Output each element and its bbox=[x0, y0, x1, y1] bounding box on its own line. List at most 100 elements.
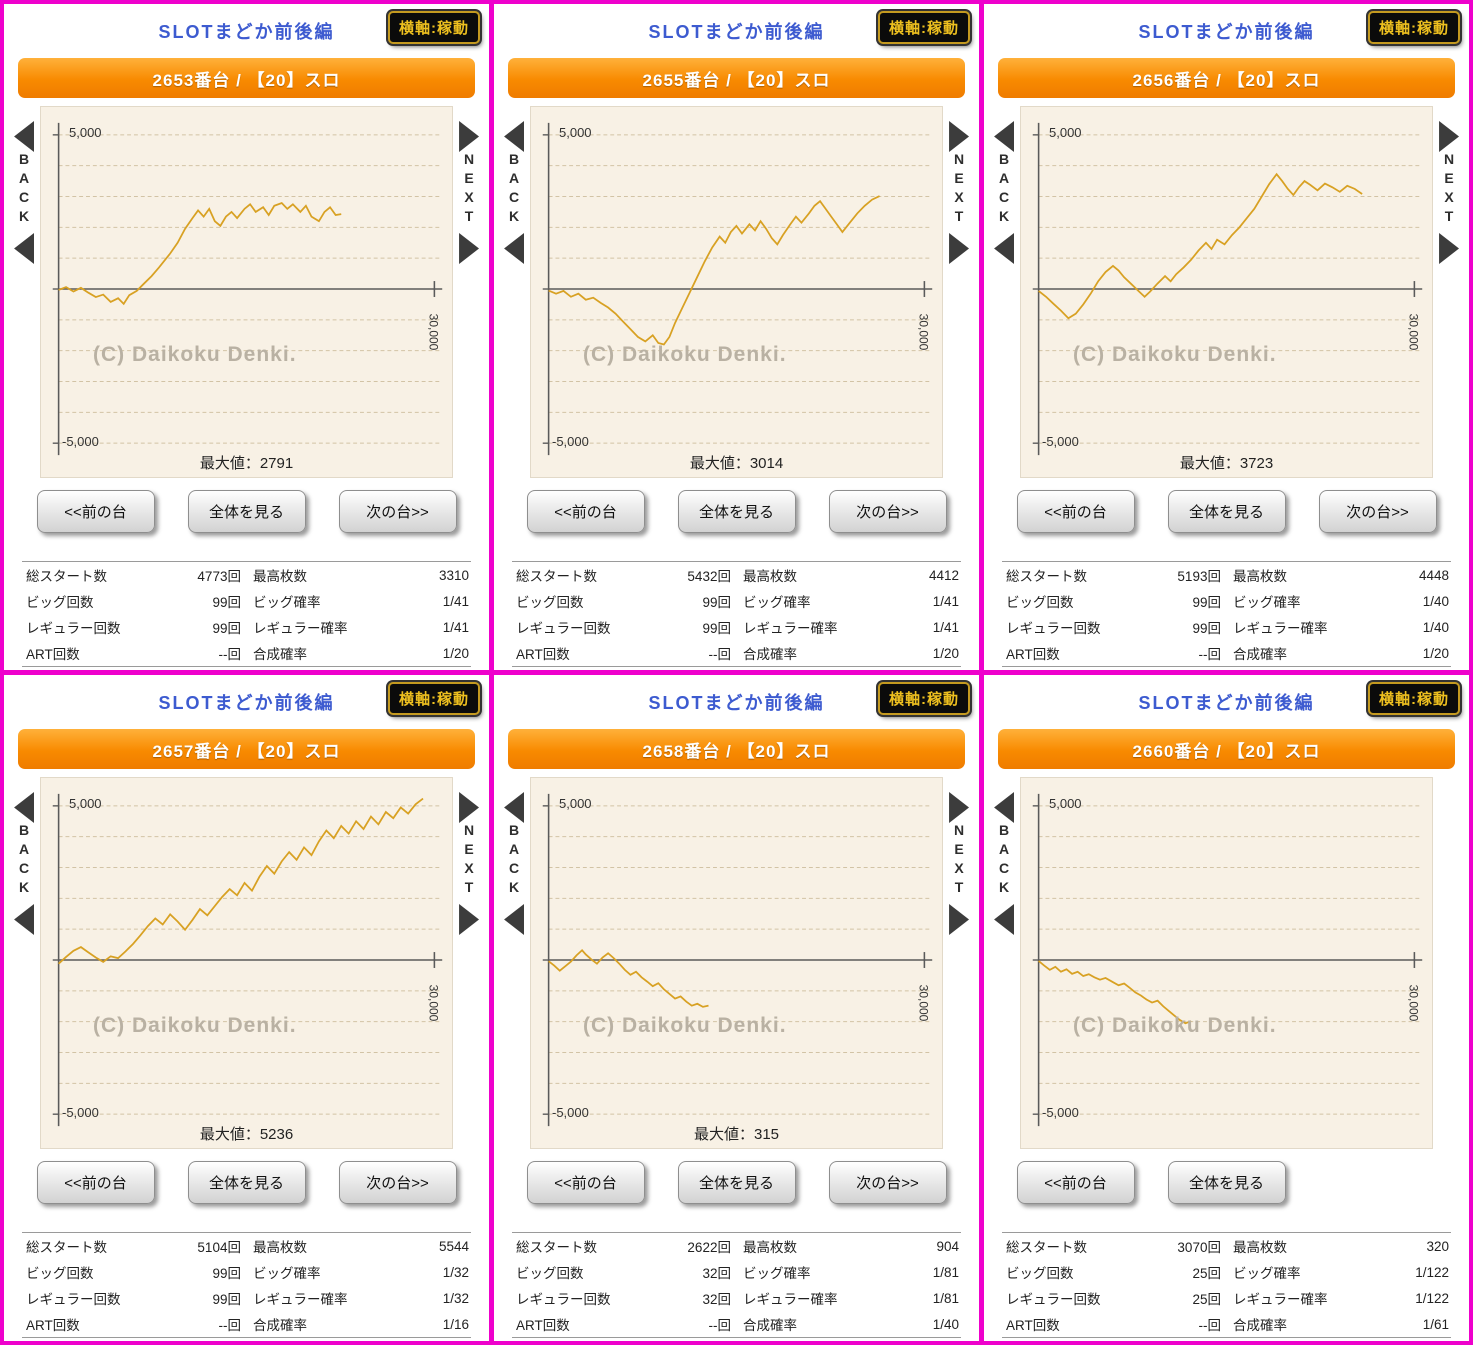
view-all-button[interactable]: 全体を見る bbox=[677, 1161, 796, 1204]
back-nav[interactable]: ◀ BACK ◀ bbox=[990, 777, 1018, 1149]
page-title: SLOTまどか前後編 bbox=[648, 22, 825, 42]
stat-label: 総スタート数 bbox=[26, 569, 107, 584]
stats-row: レギュラー回数 25回 レギュラー確率 1/122 bbox=[1002, 1285, 1451, 1311]
back-label: BACK bbox=[506, 822, 522, 898]
back-arrow-top-icon: ◀ bbox=[504, 109, 524, 157]
next-arrow-top-icon: ▶ bbox=[459, 109, 479, 157]
prev-machine-button[interactable]: <<前の台 bbox=[36, 490, 155, 533]
next-nav[interactable]: ▶ NEXT ▶ bbox=[1435, 106, 1463, 478]
slump-graph-svg bbox=[1032, 122, 1423, 456]
stats-row: 総スタート数 2622回 最高枚数 904 bbox=[512, 1233, 961, 1260]
view-all-button[interactable]: 全体を見る bbox=[187, 1161, 306, 1204]
view-all-button[interactable]: 全体を見る bbox=[1167, 490, 1286, 533]
prev-machine-button[interactable]: <<前の台 bbox=[36, 1161, 155, 1204]
prev-machine-button[interactable]: <<前の台 bbox=[1016, 1161, 1135, 1204]
machine-panel: SLOTまどか前後編 横軸:稼動 2660番台 / 【20】スロ ◀ BACK … bbox=[984, 675, 1469, 1341]
page-title: SLOTまどか前後編 bbox=[158, 22, 335, 42]
stats-row: ビッグ回数 99回 ビッグ確率 1/40 bbox=[1002, 588, 1451, 614]
chart-region: ◀ BACK ◀ 5,000 -5,000 30,000 (C) Daikoku… bbox=[10, 106, 483, 478]
back-arrow-top-icon: ◀ bbox=[994, 780, 1014, 828]
stat-value: --回 bbox=[708, 647, 731, 662]
axis-mode-badge[interactable]: 横軸:稼動 bbox=[1368, 11, 1460, 44]
back-arrow-top-icon: ◀ bbox=[14, 109, 34, 157]
y-max-label: 5,000 bbox=[69, 796, 102, 811]
machine-panel: SLOTまどか前後編 横軸:稼動 2657番台 / 【20】スロ ◀ BACK … bbox=[4, 675, 489, 1341]
next-machine-button[interactable]: 次の台>> bbox=[338, 1161, 457, 1204]
back-label: BACK bbox=[996, 822, 1012, 898]
stat-value: 4412 bbox=[928, 567, 959, 583]
back-arrow-top-icon: ◀ bbox=[14, 780, 34, 828]
stat-label: 最高枚数 bbox=[1232, 1240, 1287, 1255]
back-nav[interactable]: ◀ BACK ◀ bbox=[10, 777, 38, 1149]
back-nav[interactable]: ◀ BACK ◀ bbox=[10, 106, 38, 478]
watermark: (C) Daikoku Denki. bbox=[1073, 1014, 1277, 1037]
stats-row: ART回数 --回 合成確率 1/16 bbox=[22, 1311, 471, 1338]
stat-value: 25回 bbox=[1192, 1292, 1221, 1307]
view-all-button[interactable]: 全体を見る bbox=[187, 490, 306, 533]
stat-value: 1/32 bbox=[442, 1264, 469, 1280]
y-max-label: 5,000 bbox=[69, 125, 102, 140]
stat-value: --回 bbox=[1198, 647, 1221, 662]
stats-row: 総スタート数 5104回 最高枚数 5544 bbox=[22, 1233, 471, 1260]
stat-label: レギュラー回数 bbox=[516, 1292, 611, 1307]
stat-value: 5544 bbox=[438, 1238, 469, 1254]
machine-panel: SLOTまどか前後編 横軸:稼動 2658番台 / 【20】スロ ◀ BACK … bbox=[494, 675, 979, 1341]
stats-row: ビッグ回数 99回 ビッグ確率 1/32 bbox=[22, 1259, 471, 1285]
prev-machine-button[interactable]: <<前の台 bbox=[526, 490, 645, 533]
machine-banner: 2658番台 / 【20】スロ bbox=[508, 729, 965, 769]
next-nav[interactable]: ▶ NEXT ▶ bbox=[945, 106, 973, 478]
next-nav[interactable]: ▶ NEXT ▶ bbox=[455, 777, 483, 1149]
view-all-button[interactable]: 全体を見る bbox=[677, 490, 796, 533]
back-arrow-bottom-icon: ◀ bbox=[14, 892, 34, 940]
stats-row: ART回数 --回 合成確率 1/40 bbox=[512, 1311, 961, 1338]
y-min-label: -5,000 bbox=[62, 1105, 99, 1120]
max-value-label: 最大値：3723 bbox=[1179, 455, 1274, 472]
stat-label: ビッグ回数 bbox=[516, 1266, 584, 1281]
prev-machine-button[interactable]: <<前の台 bbox=[526, 1161, 645, 1204]
y-min-label: -5,000 bbox=[1042, 434, 1079, 449]
stat-label: ビッグ確率 bbox=[1232, 595, 1301, 610]
back-nav[interactable]: ◀ BACK ◀ bbox=[990, 106, 1018, 478]
x-axis-label: 30,000 bbox=[916, 313, 931, 351]
slump-graph-svg bbox=[52, 793, 443, 1127]
axis-mode-badge[interactable]: 横軸:稼動 bbox=[878, 682, 970, 715]
slump-line bbox=[58, 201, 342, 306]
next-nav[interactable]: ▶ NEXT ▶ bbox=[945, 777, 973, 1149]
stat-label: ビッグ回数 bbox=[1006, 1266, 1074, 1281]
back-nav[interactable]: ◀ BACK ◀ bbox=[500, 106, 528, 478]
x-axis-label: 30,000 bbox=[916, 984, 931, 1022]
axis-mode-badge[interactable]: 横軸:稼動 bbox=[388, 11, 480, 44]
next-nav[interactable]: ▶ NEXT ▶ bbox=[455, 106, 483, 478]
stat-label: ビッグ確率 bbox=[252, 1266, 321, 1281]
slump-line bbox=[548, 949, 709, 1008]
next-machine-button[interactable]: 次の台>> bbox=[828, 1161, 947, 1204]
view-all-button[interactable]: 全体を見る bbox=[1167, 1161, 1286, 1204]
stat-label: 合成確率 bbox=[1232, 647, 1287, 662]
x-axis-label: 30,000 bbox=[426, 313, 441, 351]
button-row: <<前の台 全体を見る 次の台>> bbox=[1000, 490, 1453, 533]
axis-mode-badge[interactable]: 横軸:稼動 bbox=[878, 11, 970, 44]
back-nav[interactable]: ◀ BACK ◀ bbox=[500, 777, 528, 1149]
stat-value: 3310 bbox=[438, 567, 469, 583]
y-max-label: 5,000 bbox=[1049, 125, 1082, 140]
stat-value: 904 bbox=[936, 1238, 959, 1254]
next-machine-button[interactable]: 次の台>> bbox=[338, 490, 457, 533]
stat-label: ART回数 bbox=[516, 647, 570, 662]
watermark: (C) Daikoku Denki. bbox=[93, 343, 297, 366]
axis-mode-badge[interactable]: 横軸:稼動 bbox=[1368, 682, 1460, 715]
slump-line bbox=[58, 797, 424, 965]
next-machine-button[interactable]: 次の台>> bbox=[828, 490, 947, 533]
stat-value: 5193回 bbox=[1177, 569, 1221, 584]
stats-row: レギュラー回数 99回 レギュラー確率 1/41 bbox=[22, 614, 471, 640]
axis-mode-badge[interactable]: 横軸:稼動 bbox=[388, 682, 480, 715]
prev-machine-button[interactable]: <<前の台 bbox=[1016, 490, 1135, 533]
stat-value: 1/61 bbox=[1422, 1316, 1449, 1332]
stat-value: --回 bbox=[708, 1318, 731, 1333]
stat-label: 合成確率 bbox=[742, 647, 797, 662]
next-machine-button[interactable]: 次の台>> bbox=[1318, 490, 1437, 533]
stat-value: 25回 bbox=[1192, 1266, 1221, 1281]
y-min-label: -5,000 bbox=[1042, 1105, 1079, 1120]
next-label: NEXT bbox=[461, 151, 477, 227]
stat-label: レギュラー確率 bbox=[742, 621, 838, 636]
